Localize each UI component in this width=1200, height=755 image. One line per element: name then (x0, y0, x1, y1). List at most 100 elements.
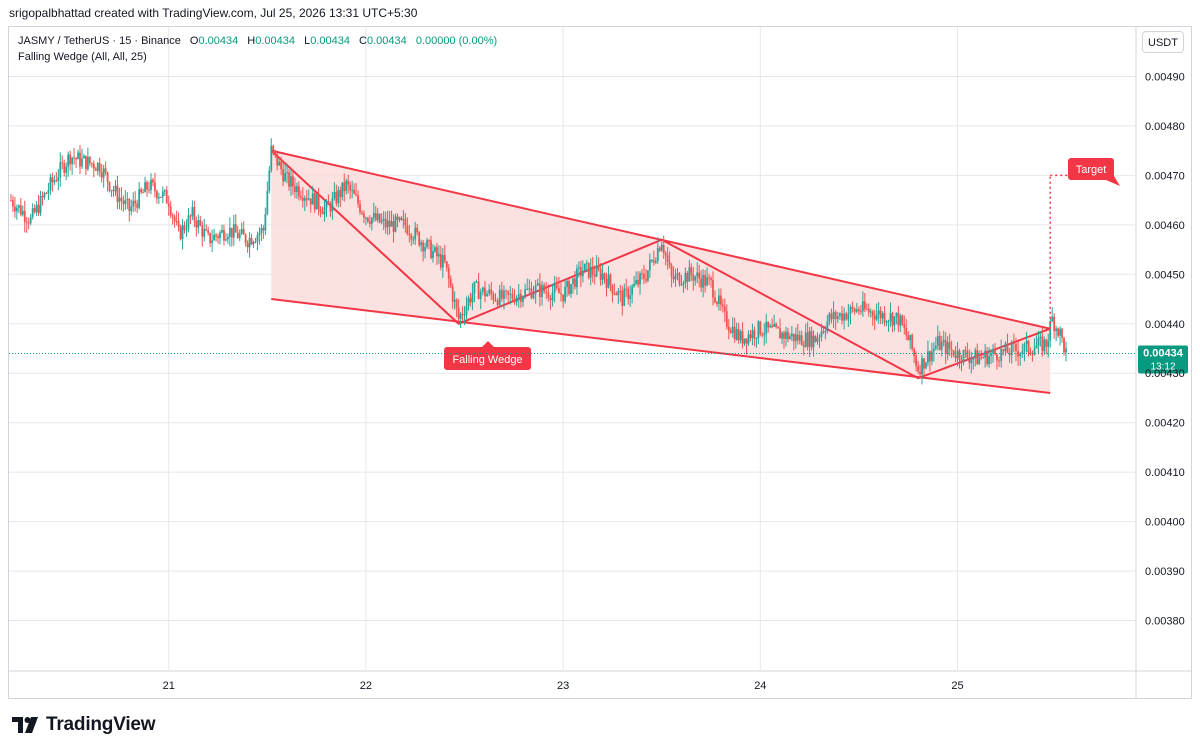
candle-body (1039, 336, 1042, 339)
price-badge (1138, 345, 1188, 374)
candle-body (759, 321, 762, 335)
candle-body (108, 182, 111, 191)
candle-body (587, 262, 590, 278)
candle-body (365, 217, 367, 219)
candle-body (694, 276, 697, 281)
candle-body (232, 224, 235, 238)
indicator-legend-row[interactable]: Falling Wedge (All, All, 25) (18, 49, 497, 65)
candle-body (934, 345, 937, 349)
candle-body (607, 274, 610, 288)
chart-frame[interactable] (8, 26, 1192, 699)
candle-body (789, 336, 791, 339)
candle-body (639, 273, 641, 285)
y-axis-label: 0.00410 (1145, 467, 1185, 479)
candle-body (938, 336, 941, 350)
candle-body (159, 197, 162, 199)
indicator-label[interactable]: Falling Wedge (All, All, 25) (18, 51, 147, 63)
candle-body (177, 221, 180, 228)
candle-body (484, 287, 486, 297)
candle-body (820, 331, 823, 337)
candle-body (370, 217, 373, 224)
symbol-label[interactable]: JASMY / TetherUS · 15 · Binance (18, 35, 181, 47)
candle-body (361, 212, 363, 214)
candle-body (808, 331, 811, 347)
candle-body (595, 265, 598, 277)
candle-body (1059, 328, 1061, 336)
candle-body (849, 306, 852, 314)
candle-body (962, 350, 965, 363)
candle-body (225, 239, 227, 241)
candle-body (564, 286, 566, 302)
candle-body (684, 272, 687, 284)
candle-body (396, 216, 399, 220)
candle-body (161, 191, 164, 198)
candle-body (118, 197, 121, 202)
candle-body (524, 289, 526, 298)
candle-body (585, 262, 588, 264)
candle-body (230, 227, 233, 238)
candle-body (309, 198, 312, 205)
candle-body (597, 265, 600, 270)
candle-body (398, 217, 401, 220)
candle-body (96, 162, 99, 171)
candle-body (341, 182, 344, 198)
candle-body (445, 261, 448, 268)
candle-body (625, 288, 628, 290)
wedge-fill (271, 150, 1051, 394)
candle-body (98, 162, 101, 173)
candle-body (201, 225, 204, 237)
candle-body (1017, 351, 1019, 357)
candle-body (451, 286, 454, 302)
candle-body (790, 333, 793, 337)
candle-body (242, 228, 245, 235)
candle-body (228, 227, 231, 237)
candle-body (1019, 353, 1022, 357)
candle-body (67, 154, 70, 167)
currency-button[interactable]: USDT (1142, 31, 1184, 53)
candle-body (1045, 339, 1048, 347)
candle-body (574, 278, 576, 288)
candle-body (901, 315, 904, 325)
candle-body (601, 273, 604, 280)
candle-body (562, 294, 565, 302)
candle-body (376, 213, 379, 220)
tradingview-logo[interactable]: TradingView (12, 714, 156, 736)
overlay-layer: Target Falling Wedge 0.00434 13:12 (9, 158, 1188, 374)
candle-body (946, 342, 949, 355)
candle-body (1006, 343, 1009, 353)
candle-body (863, 301, 866, 309)
candle-body (1004, 343, 1007, 352)
candle-body (700, 278, 703, 288)
candle-body (1055, 328, 1058, 332)
candle-body (769, 325, 772, 328)
target-label-pointer (1106, 176, 1120, 186)
candle-body (301, 197, 304, 201)
candle-body (349, 184, 352, 191)
candle-body (191, 206, 194, 217)
candle-body (374, 213, 377, 220)
change-value: 0.00000 (0.00%) (415, 35, 498, 47)
candle-body (384, 218, 387, 228)
candle-body (479, 291, 482, 299)
candle-body (530, 288, 533, 299)
candle-body (885, 321, 888, 323)
candle-body (887, 321, 890, 323)
candle-body (171, 215, 174, 217)
candle-body (55, 180, 58, 182)
candle-body (913, 349, 916, 357)
candle-body (830, 313, 833, 320)
candle-body (463, 314, 466, 316)
candle-body (294, 186, 296, 192)
candle-body (136, 203, 139, 208)
candle-body (57, 177, 60, 181)
candle-body (69, 154, 72, 165)
candle-body (984, 350, 987, 358)
candle-body (889, 313, 892, 322)
candle-body (578, 267, 580, 269)
candle-body (755, 337, 758, 339)
candle-body (660, 245, 663, 251)
candle-body (716, 302, 718, 304)
candle-body (94, 168, 97, 171)
candle-body (252, 242, 255, 245)
